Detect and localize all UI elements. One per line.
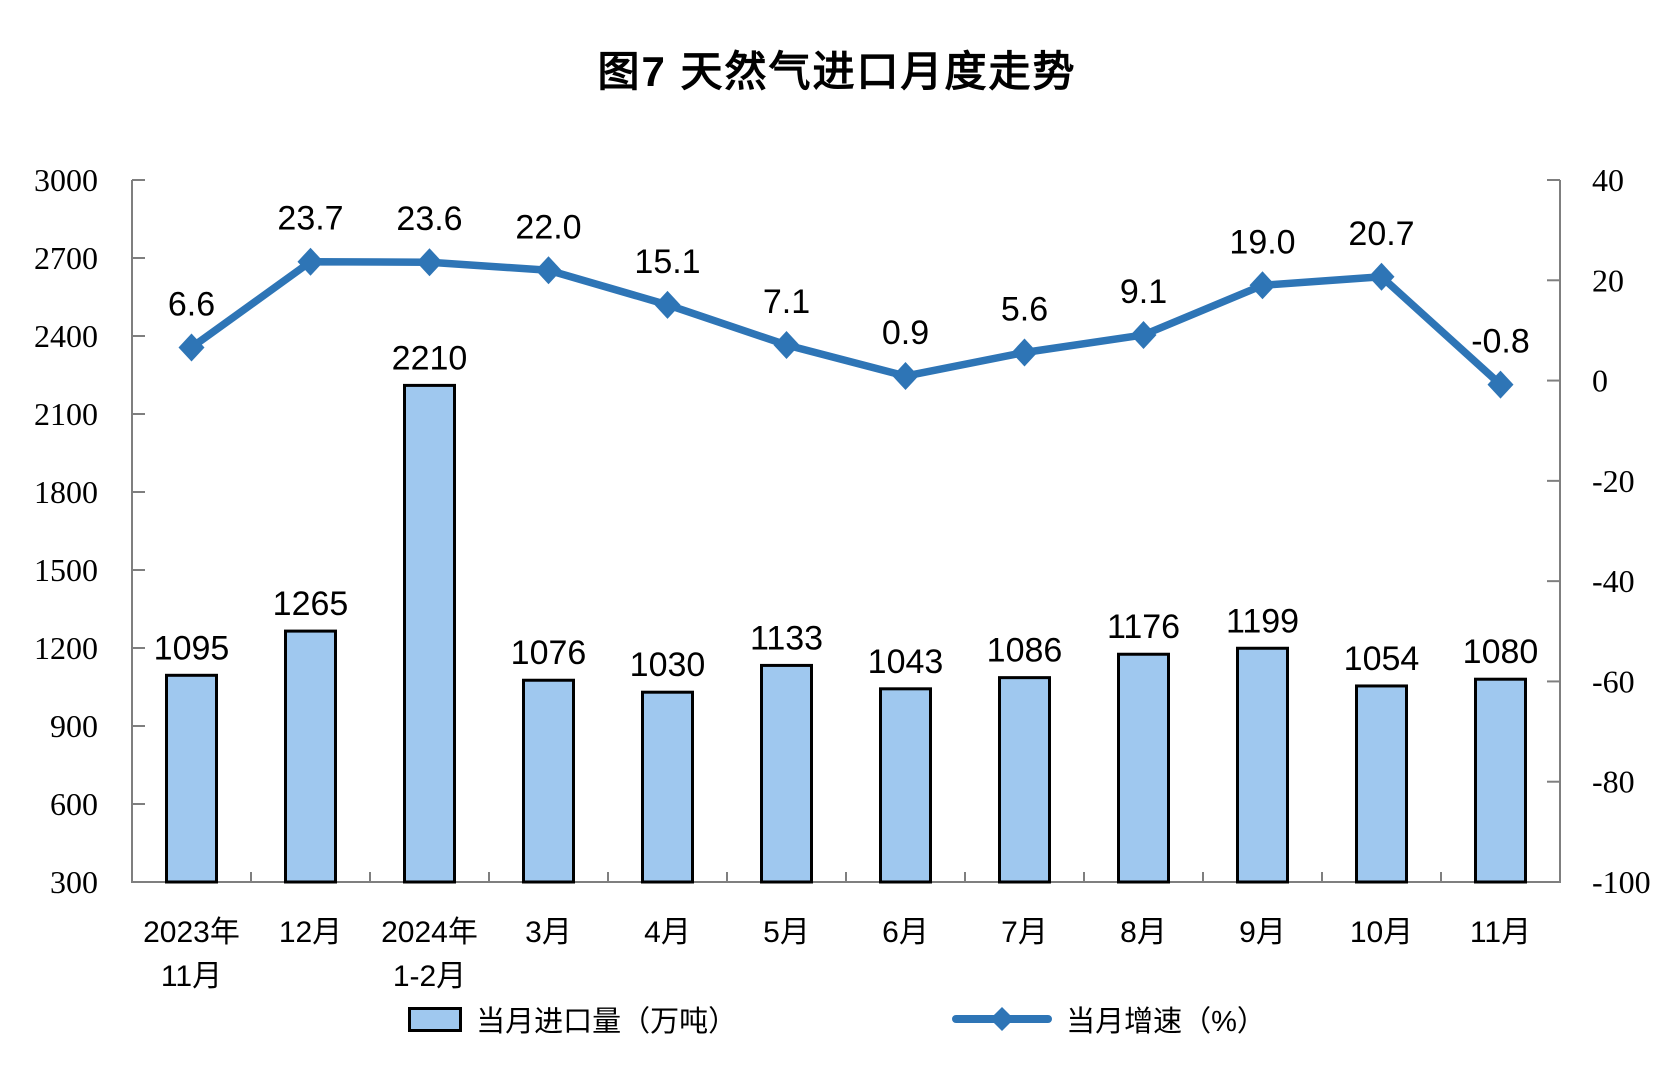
line-label: 22.0	[515, 208, 581, 246]
left-axis-tick-label: 600	[50, 786, 98, 822]
line-label: 23.7	[277, 200, 343, 238]
line-label: 19.0	[1229, 223, 1295, 261]
bar	[403, 383, 456, 884]
left-axis-tick-label: 2100	[34, 396, 98, 432]
bar-label: 1076	[511, 634, 587, 672]
left-axis-tick-label: 1500	[34, 552, 98, 588]
bar-label: 1043	[868, 643, 944, 681]
right-axis-tick-label: -100	[1592, 864, 1651, 900]
line-marker	[1368, 262, 1395, 291]
bar	[1236, 646, 1289, 884]
line-label: -0.8	[1471, 323, 1530, 361]
x-category-label: 12月	[279, 916, 342, 949]
left-axis-tick-label: 2400	[34, 318, 98, 354]
right-axis-tick-label: -80	[1592, 764, 1635, 800]
right-axis-tick-label: -40	[1592, 563, 1635, 599]
x-category-label: 4月	[644, 916, 691, 949]
x-category-label: 9月	[1239, 916, 1286, 949]
legend-item-growth: 当月增速（%）	[952, 998, 1266, 1040]
line-label: 15.1	[634, 243, 700, 281]
x-category-label: 3月	[525, 916, 572, 949]
line-marker	[535, 256, 562, 285]
bar	[522, 678, 575, 884]
line-marker	[773, 330, 800, 359]
bar-label: 1030	[630, 646, 706, 684]
line-marker	[1130, 320, 1157, 349]
x-category-label: 6月	[882, 916, 929, 949]
bar-swatch-icon	[408, 1006, 463, 1032]
bar-label: 1199	[1226, 602, 1299, 640]
bar	[1474, 677, 1527, 884]
line-swatch-icon	[952, 1006, 1053, 1032]
bar-label: 1095	[154, 629, 230, 667]
x-category-label: 8月	[1120, 916, 1167, 949]
line-marker	[297, 247, 324, 276]
chart-title: 图7 天然气进口月度走势	[597, 48, 1077, 95]
left-axis-tick-label: 300	[50, 864, 98, 900]
line-marker	[892, 362, 919, 391]
bar-label: 1054	[1344, 640, 1420, 678]
bar	[1117, 652, 1170, 884]
line-marker	[178, 333, 205, 362]
bar	[998, 676, 1051, 884]
left-axis-tick-label: 1800	[34, 474, 98, 510]
right-axis-tick-label: 0	[1592, 363, 1608, 399]
line-label: 23.6	[396, 200, 462, 238]
line-label: 9.1	[1120, 273, 1167, 311]
line-marker	[1487, 370, 1514, 399]
x-category-label: 11月	[1470, 916, 1531, 949]
right-axis-tick-label: -20	[1592, 463, 1635, 499]
line-label: 5.6	[1001, 290, 1048, 328]
x-category-label: 7月	[1001, 916, 1048, 949]
left-axis-tick-label: 3000	[34, 162, 98, 198]
right-axis-tick-label: -60	[1592, 663, 1635, 699]
bar	[760, 663, 813, 884]
x-category-label: 2024年 1-2月	[381, 916, 478, 993]
line-label: 20.7	[1348, 215, 1414, 253]
bar	[165, 673, 218, 884]
line-label: 6.6	[168, 285, 215, 323]
growth-line	[187, 257, 1505, 389]
bar	[1355, 684, 1408, 884]
bar-label: 1080	[1463, 633, 1539, 671]
x-category-label: 10月	[1350, 916, 1413, 949]
line-marker	[654, 290, 681, 319]
line-marker	[1011, 338, 1038, 367]
legend-label-imports: 当月进口量（万吨）	[476, 1006, 738, 1038]
bar	[641, 690, 694, 884]
bar-label: 1086	[987, 632, 1063, 670]
x-category-label: 2023年 11月	[143, 916, 240, 993]
line-marker	[1249, 271, 1276, 300]
bar-label: 2210	[392, 339, 468, 377]
legend-label-growth: 当月增速（%）	[1066, 1006, 1266, 1038]
line-label: 7.1	[763, 283, 810, 321]
left-axis-tick-label: 1200	[34, 630, 98, 666]
right-axis-tick-label: 20	[1592, 262, 1624, 298]
bar	[284, 629, 337, 884]
bar-label: 1176	[1107, 608, 1180, 646]
bar	[879, 687, 932, 884]
x-category-label: 5月	[763, 916, 810, 949]
left-axis-tick-label: 2700	[34, 240, 98, 276]
left-axis-tick-label: 900	[50, 708, 98, 744]
chart-legend: 当月进口量（万吨） 当月增速（%）	[0, 998, 1674, 1040]
line-marker	[416, 248, 443, 277]
right-axis-tick-label: 40	[1592, 162, 1624, 198]
diamond-marker-icon	[990, 1006, 1015, 1032]
legend-item-imports: 当月进口量（万吨）	[408, 998, 737, 1040]
line-label: 0.9	[882, 314, 929, 352]
bar-label: 1265	[273, 585, 349, 623]
bar-label: 1133	[750, 619, 823, 657]
